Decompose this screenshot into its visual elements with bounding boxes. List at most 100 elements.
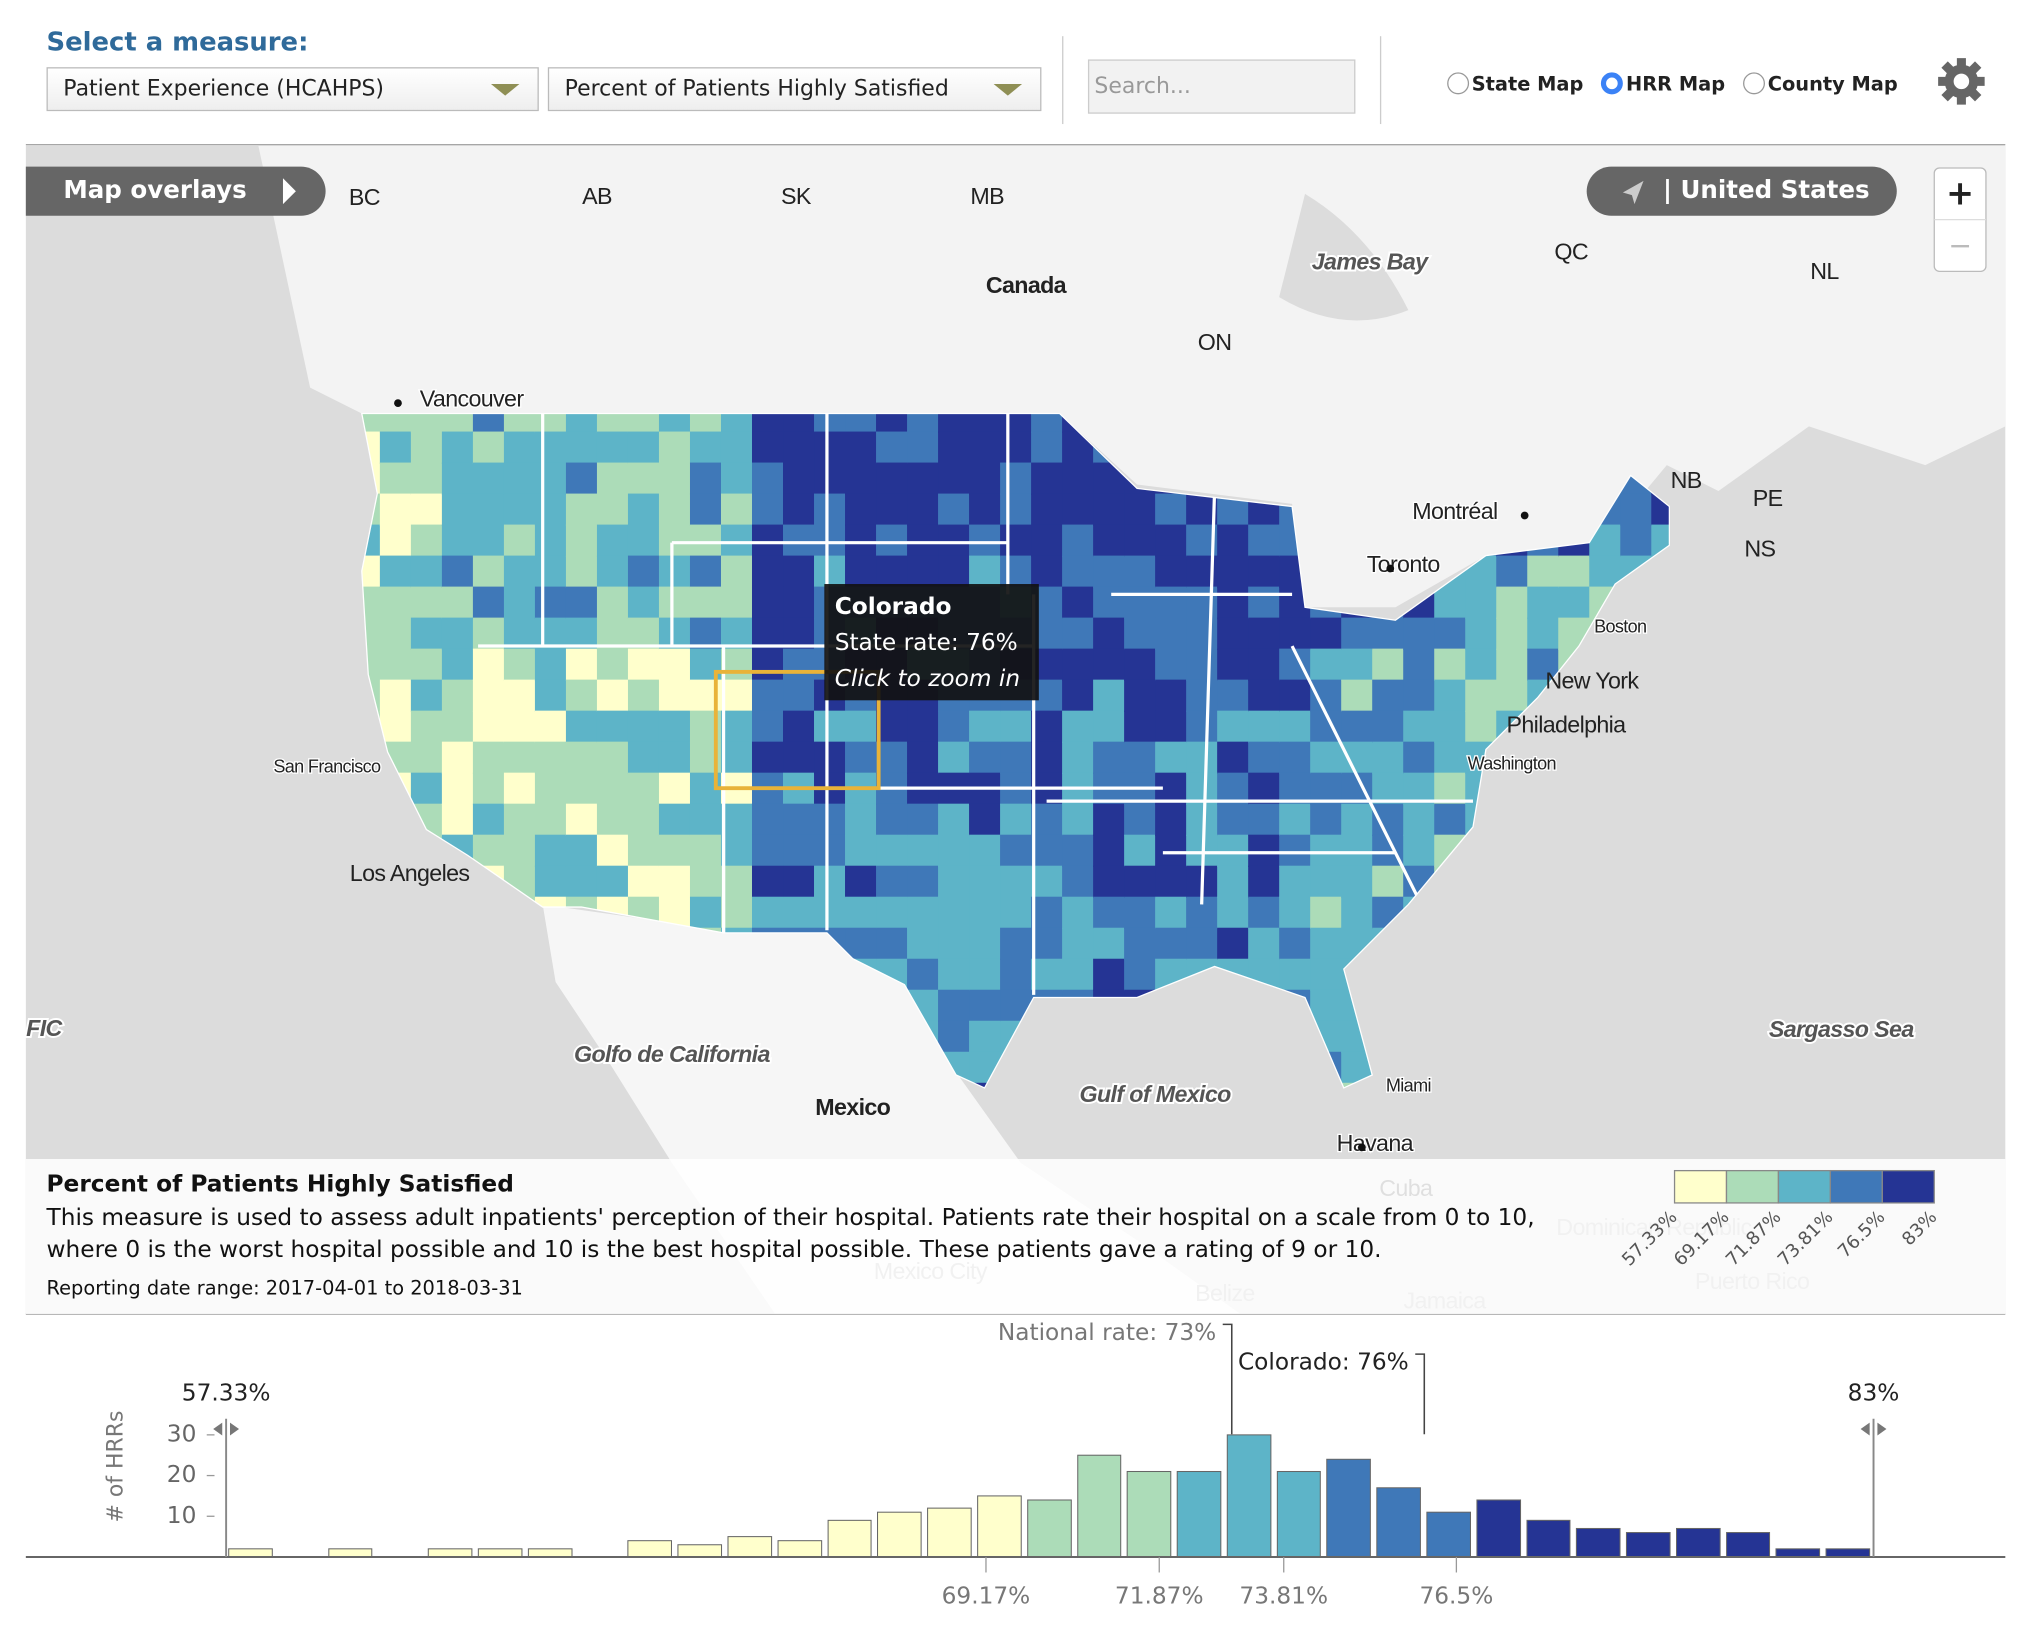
hrr-region xyxy=(720,413,754,433)
hrr-region xyxy=(1062,617,1095,650)
hrr-region xyxy=(1124,524,1157,557)
hrr-region xyxy=(565,648,599,681)
hrr-region xyxy=(627,710,661,743)
map-label: BC xyxy=(349,184,380,210)
hrr-region xyxy=(1155,586,1188,619)
state-border xyxy=(1200,490,1217,905)
hrr-region xyxy=(379,493,413,526)
map-label: Sargasso Sea xyxy=(1769,1016,1914,1042)
hrr-region xyxy=(1031,493,1064,526)
map-type-radio[interactable]: State Map xyxy=(1447,72,1583,96)
hrr-region xyxy=(596,710,630,743)
hrr-region xyxy=(596,493,630,526)
hrr-region xyxy=(472,431,506,464)
overlays-button-bg[interactable] xyxy=(25,166,326,216)
hrr-region xyxy=(379,413,413,433)
hudson-water xyxy=(1279,193,1409,321)
hrr-region xyxy=(1248,834,1281,867)
hrr-region xyxy=(814,524,847,557)
hrr-region xyxy=(1217,617,1250,650)
hrr-region xyxy=(1124,710,1157,743)
hrr-region xyxy=(720,524,754,557)
hrr-region xyxy=(565,431,599,464)
hrr-region xyxy=(720,803,754,836)
hrr-region xyxy=(783,803,816,836)
tooltip-bg xyxy=(824,584,1039,701)
hrr-region xyxy=(845,462,878,495)
hrr-region xyxy=(1465,710,1498,743)
hrr-region xyxy=(1310,679,1343,712)
hrr-region xyxy=(1403,648,1436,681)
hrr-region xyxy=(876,493,909,526)
hrr-region xyxy=(783,865,816,899)
hrr-region xyxy=(1310,617,1343,650)
hrr-region xyxy=(1558,586,1591,619)
hrr-region xyxy=(1217,648,1250,681)
zoom-out[interactable]: − xyxy=(1948,229,1972,262)
hrr-region xyxy=(658,741,692,774)
hrr-region xyxy=(1062,462,1095,495)
hrr-region xyxy=(1372,617,1405,650)
hrr-region xyxy=(1248,803,1281,836)
hrr-region xyxy=(751,555,785,588)
hrr-region xyxy=(441,524,475,557)
hrr-region xyxy=(658,803,692,836)
hrr-region xyxy=(1124,586,1157,619)
city-dot xyxy=(1386,564,1395,573)
hrr-region xyxy=(783,679,816,712)
hrr-regions xyxy=(361,413,1670,1088)
hrr-region xyxy=(1403,617,1436,650)
hrr-region xyxy=(1124,803,1157,836)
description-title: Percent of Patients Highly Satisfied xyxy=(46,1170,514,1198)
hrr-region xyxy=(1558,555,1591,588)
hrr-region xyxy=(441,803,475,836)
location-icon xyxy=(1622,180,1644,205)
hrr-region xyxy=(596,586,630,619)
hrr-region xyxy=(969,493,1002,526)
map-label: James Bay xyxy=(1312,249,1429,275)
hrr-region xyxy=(1465,617,1498,650)
hrr-region xyxy=(565,493,599,526)
hrr-region xyxy=(596,413,630,433)
hrr-region xyxy=(1031,865,1064,899)
hrr-region xyxy=(441,462,475,495)
map-type-radio[interactable]: County Map xyxy=(1743,72,1898,96)
hrr-region xyxy=(410,648,444,681)
hrr-region xyxy=(627,865,661,899)
hrr-region xyxy=(1403,834,1436,867)
hrr-region xyxy=(503,741,537,774)
hrr-region xyxy=(907,413,940,433)
hrr-region xyxy=(441,493,475,526)
map-label: FIC xyxy=(26,1015,63,1041)
overlays-arrow xyxy=(282,178,296,205)
hrr-region xyxy=(565,834,599,867)
hrr-region xyxy=(783,834,816,867)
settings-gear[interactable] xyxy=(1936,56,1988,108)
hrr-region xyxy=(1124,617,1157,650)
hrr-region xyxy=(658,413,692,433)
radio-label: County Map xyxy=(1767,72,1898,96)
hrr-region xyxy=(1403,803,1436,836)
measure-dropdown[interactable]: Patient Experience (HCAHPS) xyxy=(46,67,539,112)
map-label: Montréal xyxy=(1412,498,1497,524)
hrr-region xyxy=(1310,958,1343,992)
hrr-region xyxy=(410,586,444,619)
hrr-region xyxy=(1217,710,1250,743)
hrr-region xyxy=(627,834,661,867)
hrr-region xyxy=(410,493,444,526)
hrr-region xyxy=(1093,741,1126,774)
location-button-bg[interactable] xyxy=(1586,166,1897,216)
hrr-region xyxy=(1124,896,1157,930)
hrr-region xyxy=(658,648,692,681)
hrr-region xyxy=(1093,617,1126,650)
zoom-in[interactable]: + xyxy=(1946,174,1974,213)
map-type-radio[interactable]: HRR Map xyxy=(1601,72,1725,96)
search-box[interactable]: Search... xyxy=(1087,59,1356,114)
hrr-region xyxy=(658,462,692,495)
hrr-region xyxy=(1093,586,1126,619)
hrr-region xyxy=(969,431,1002,464)
hrr-region xyxy=(689,524,723,557)
hrr-region xyxy=(938,958,971,992)
hrr-region xyxy=(1124,927,1157,961)
submeasure-dropdown[interactable]: Percent of Patients Highly Satisfied xyxy=(547,67,1042,112)
